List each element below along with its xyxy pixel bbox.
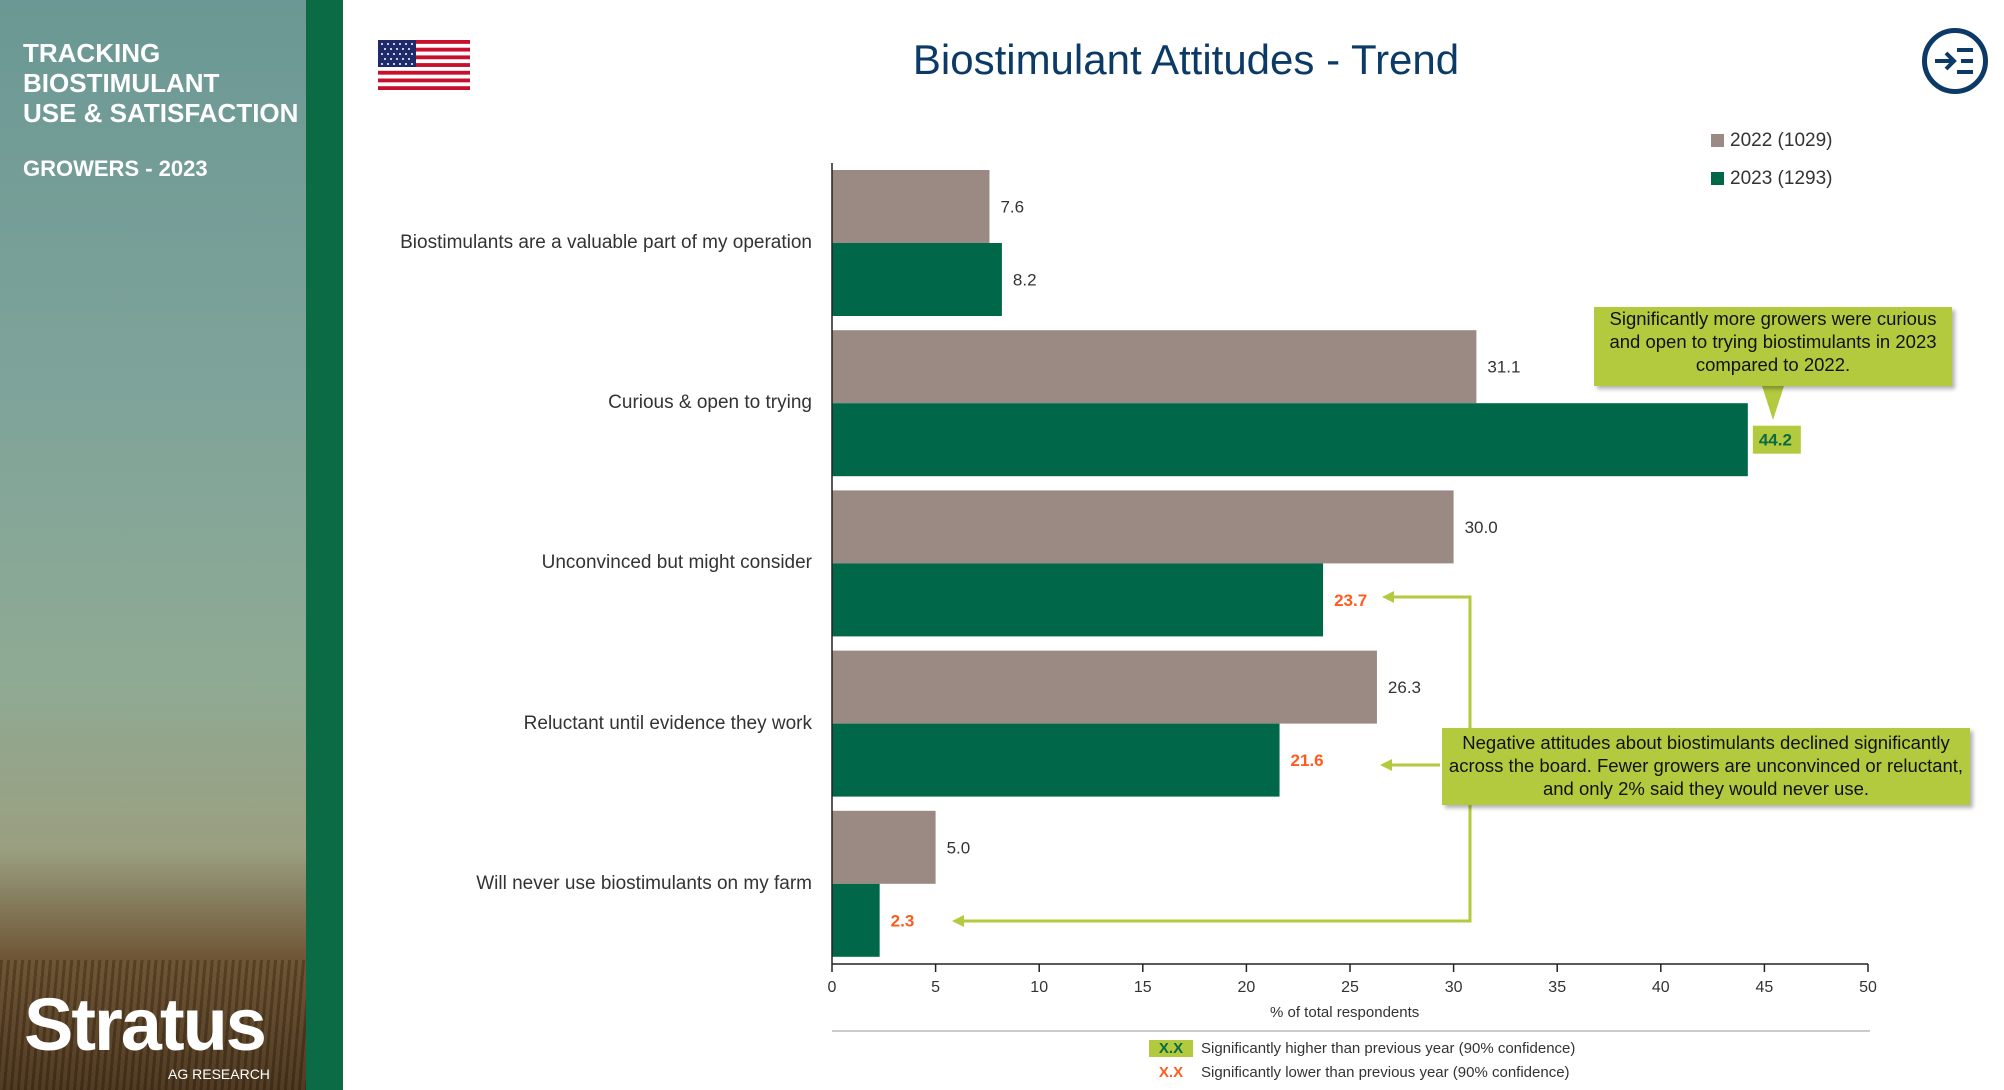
report-title-line: TRACKING <box>23 38 161 68</box>
report-subtitle: GROWERS - 2023 <box>23 156 208 181</box>
arrowhead <box>952 915 964 927</box>
stratus-logo-sub: AG RESEARCH <box>168 1066 270 1082</box>
x-tick-label: 40 <box>1652 979 1670 996</box>
sidebar <box>0 0 306 1090</box>
report-title-line: BIOSTIMULANT <box>23 68 220 98</box>
legend-label-2023: 2023 (1293) <box>1730 168 1833 189</box>
category-label: Curious & open to trying <box>608 392 812 413</box>
bar-2023 <box>832 883 880 957</box>
report-title: TRACKING BIOSTIMULANT USE & SATISFACTION <box>23 38 298 128</box>
data-label: 26.3 <box>1388 678 1421 697</box>
bar-2022 <box>832 810 936 884</box>
legend-swatch-2023 <box>1711 172 1724 185</box>
arrowhead <box>1382 591 1394 603</box>
us-flag-icon <box>378 40 470 90</box>
page-title-text: Biostimulant Attitudes - Trend <box>912 36 1460 83</box>
footnote-key-lower: X.X <box>1158 1064 1184 1081</box>
data-label-highlight <box>1752 425 1801 454</box>
arrowhead <box>1380 759 1392 771</box>
legend-item-2022: 2022 (1029) <box>1711 130 1832 152</box>
x-tick-label: 50 <box>1859 979 1877 996</box>
collapse-menu-icon[interactable] <box>1922 28 1988 94</box>
data-label: 5.0 <box>947 838 971 857</box>
callout-pointer <box>1762 386 1784 420</box>
footnote-lower: X.X Significantly lower than previous yea… <box>1149 1064 1570 1081</box>
report-title-line: USE & SATISFACTION <box>23 98 299 128</box>
x-tick-label: 30 <box>1445 979 1463 996</box>
page-title: Biostimulant Attitudes - Trend <box>0 36 2004 84</box>
bar-2023 <box>832 243 1002 316</box>
x-tick-label: 20 <box>1238 979 1256 996</box>
data-label: 31.1 <box>1487 358 1520 377</box>
data-label: 7.6 <box>1000 198 1024 217</box>
x-tick-label: 25 <box>1341 979 1359 996</box>
bar-2023 <box>832 723 1280 797</box>
footnote-lower-text: Significantly lower than previous year (… <box>1201 1064 1570 1081</box>
callout-negative: Negative attitudes about biostimulants d… <box>1442 728 1970 805</box>
footnote-higher: X.X Significantly higher than previous ye… <box>1149 1040 1575 1057</box>
x-tick-label: 35 <box>1548 979 1566 996</box>
category-label: Reluctant until evidence they work <box>523 713 812 734</box>
legend-item-2023: 2023 (1293) <box>1711 168 1832 190</box>
sidebar-accent-bar <box>306 0 343 1090</box>
footnote-key-higher: X.X <box>1149 1040 1193 1057</box>
data-label: 2.3 <box>891 911 915 930</box>
footnote-higher-text: Significantly higher than previous year … <box>1201 1040 1576 1057</box>
x-axis-title: % of total respondents <box>1270 1004 1420 1021</box>
data-label: 30.0 <box>1465 518 1498 537</box>
x-tick-label: 10 <box>1030 979 1048 996</box>
bar-2022 <box>832 490 1454 564</box>
field-image <box>0 960 306 1090</box>
x-tick-label: 45 <box>1756 979 1774 996</box>
bar-2022 <box>832 170 990 243</box>
data-label: 21.6 <box>1291 751 1324 770</box>
bar-2022 <box>832 650 1377 724</box>
bar-2022 <box>832 330 1477 404</box>
callout-positive: Significantly more growers were curious … <box>1594 307 1952 386</box>
data-label: 8.2 <box>1013 271 1037 290</box>
x-tick-label: 5 <box>931 979 940 996</box>
legend-swatch-2022 <box>1711 134 1724 147</box>
stratus-logo: Stratus <box>24 983 267 1066</box>
legend-label-2022: 2022 (1029) <box>1730 130 1833 151</box>
category-label: Will never use biostimulants on my farm <box>476 873 812 894</box>
category-label: Unconvinced but might consider <box>541 552 812 573</box>
data-label: 44.2 <box>1759 431 1792 450</box>
x-tick-label: 0 <box>828 979 837 996</box>
data-label: 23.7 <box>1334 591 1367 610</box>
category-label: Biostimulants are a valuable part of my … <box>400 232 812 253</box>
bar-2023 <box>832 403 1748 477</box>
bar-2023 <box>832 563 1324 637</box>
x-tick-label: 15 <box>1134 979 1152 996</box>
